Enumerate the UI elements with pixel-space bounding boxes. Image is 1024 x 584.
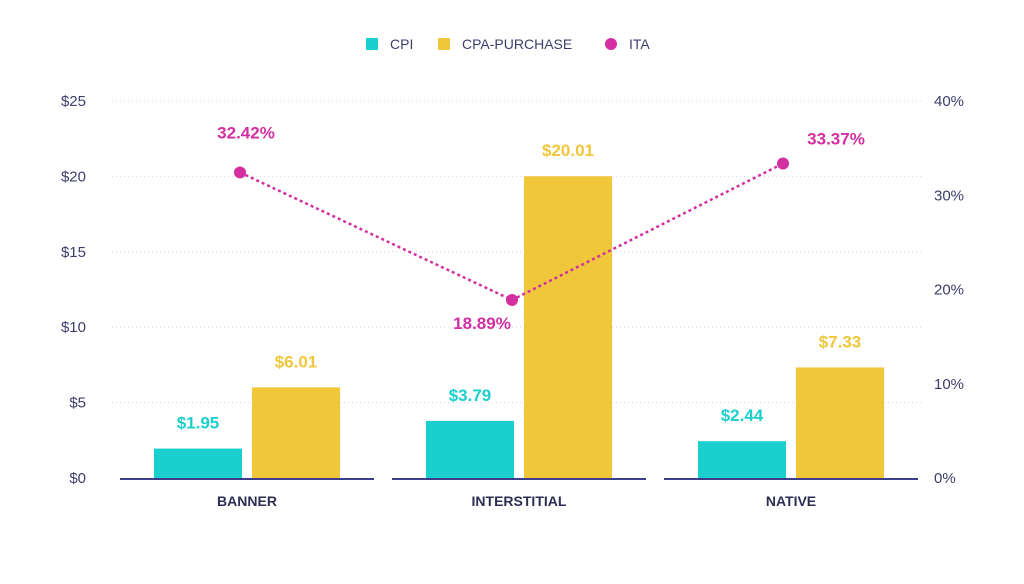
x-tick-label: INTERSTITIAL: [472, 493, 567, 509]
y-tick-left: $5: [69, 395, 86, 412]
data-label-cpi: $1.95: [177, 414, 220, 433]
data-labels: $1.95 $6.01 $3.79 $20.01 $2.44 $7.33 32.42% 18.…: [177, 123, 865, 432]
data-label-ita: 33.37%: [807, 129, 865, 148]
y-tick-right: 0%: [934, 470, 956, 487]
x-tick-label: NATIVE: [766, 493, 816, 509]
y-axis-left: $0 $5 $10 $15 $20 $25: [61, 93, 86, 487]
legend-label-ita: ITA: [629, 36, 650, 52]
y-axis-right: 0% 10% 20% 30% 40%: [934, 93, 964, 487]
ita-point: [506, 293, 518, 306]
legend: CPI CPA-PURCHASE ITA: [366, 36, 650, 52]
bar-cpa-purchase: [796, 367, 884, 478]
bar-cpa-purchase: [524, 176, 612, 478]
y-tick-left: $10: [61, 319, 86, 336]
bar-cpi: [426, 420, 514, 478]
ita-point: [777, 157, 789, 170]
legend-label-cpa-purchase: CPA-PURCHASE: [462, 36, 572, 52]
x-tick-label: BANNER: [217, 493, 277, 509]
data-label-cpa-purchase: $6.01: [275, 352, 318, 371]
ita-point: [234, 166, 246, 179]
y-tick-left: $15: [61, 244, 86, 261]
y-tick-right: 40%: [934, 93, 964, 110]
bar-cpi: [698, 441, 786, 478]
bar-cpi: [154, 448, 242, 478]
x-axis: BANNER INTERSTITIAL NATIVE: [217, 493, 816, 509]
ita-line-path: [239, 162, 784, 302]
y-tick-right: 30%: [934, 187, 964, 204]
legend-swatch-cpi: [366, 38, 378, 50]
y-tick-left: $25: [61, 93, 86, 110]
ita-line: [234, 157, 789, 306]
y-tick-left: $0: [69, 470, 86, 487]
legend-swatch-cpa-purchase: [438, 38, 450, 50]
legend-label-cpi: CPI: [390, 36, 413, 52]
data-label-cpi: $2.44: [721, 406, 764, 425]
data-label-cpi: $3.79: [449, 386, 492, 405]
data-label-cpa-purchase: $7.33: [819, 332, 862, 351]
grid: [112, 100, 922, 404]
data-label-cpa-purchase: $20.01: [542, 141, 594, 160]
bar-cpa-purchase: [252, 387, 340, 478]
data-label-ita: 18.89%: [453, 314, 511, 333]
y-tick-left: $20: [61, 168, 86, 185]
y-tick-right: 10%: [934, 376, 964, 393]
legend-swatch-ita: [605, 38, 617, 50]
y-tick-right: 20%: [934, 282, 964, 299]
bars: [154, 176, 884, 478]
data-label-ita: 32.42%: [217, 123, 275, 142]
